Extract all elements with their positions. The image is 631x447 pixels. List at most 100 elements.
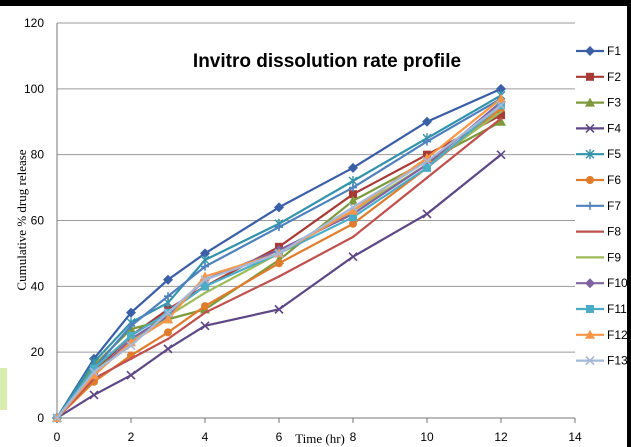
legend-swatch-marker <box>585 278 595 289</box>
legend-item: F3 <box>576 96 621 110</box>
y-tick-label: 100 <box>24 82 44 96</box>
data-point <box>127 321 135 330</box>
data-point <box>348 202 358 212</box>
x-tick-label: 10 <box>420 430 434 444</box>
legend-swatch-marker <box>585 123 595 133</box>
data-point <box>200 275 210 285</box>
data-point <box>200 248 210 259</box>
data-point <box>496 100 506 110</box>
legend-swatch-marker <box>586 305 594 313</box>
data-point <box>126 307 136 318</box>
chart-legend: F1 F2 F3 F4 F5 F6 F7 F8 F9 F10 F11 F12 F13 <box>576 44 627 368</box>
series-F13 <box>52 100 506 423</box>
legend-swatch-marker <box>585 356 595 366</box>
data-point <box>201 262 209 271</box>
data-point <box>422 156 432 166</box>
data-point <box>348 205 358 215</box>
data-point <box>422 209 432 219</box>
data-point <box>348 162 358 173</box>
data-point <box>200 321 210 331</box>
y-tick-label: 60 <box>31 214 45 228</box>
data-point <box>275 223 283 232</box>
data-point <box>126 370 136 380</box>
legend-item: F7 <box>576 199 621 213</box>
x-tick-label: 6 <box>276 430 283 444</box>
legend-label: F9 <box>607 250 621 264</box>
data-point <box>275 259 283 268</box>
x-tick-label: 0 <box>54 430 61 444</box>
data-point <box>348 195 358 205</box>
legend-swatch-marker <box>585 97 595 107</box>
legend-label: F10 <box>607 276 627 290</box>
x-tick-label: 14 <box>568 430 582 444</box>
data-point <box>163 314 173 324</box>
y-tick-label: 20 <box>31 345 45 359</box>
legend-item: F1 <box>576 44 621 58</box>
legend-item: F11 <box>576 302 627 316</box>
legend-swatch-marker <box>586 72 594 81</box>
legend-label: F11 <box>607 302 627 316</box>
legend-label: F6 <box>607 173 621 187</box>
data-point <box>497 111 505 120</box>
data-point <box>201 302 209 311</box>
y-tick-label: 40 <box>31 279 45 293</box>
legend-swatch-marker <box>586 201 594 210</box>
data-point <box>89 370 99 380</box>
series-F3 <box>52 116 506 422</box>
series-line <box>56 117 502 419</box>
series-line <box>56 120 502 419</box>
series-F8 <box>55 117 503 420</box>
legend-label: F7 <box>607 199 621 213</box>
data-point <box>52 413 62 423</box>
legend-item: F9 <box>576 250 621 264</box>
series-layer <box>52 83 506 423</box>
legend-item: F10 <box>576 276 627 290</box>
data-point <box>349 219 357 228</box>
data-point <box>127 331 135 340</box>
data-point <box>348 252 358 262</box>
legend-item: F8 <box>576 225 621 239</box>
data-point <box>496 150 506 160</box>
data-point <box>126 341 136 351</box>
legend-swatch-marker <box>586 176 594 184</box>
legend-item: F13 <box>576 354 627 368</box>
x-tick-label: 8 <box>350 430 357 444</box>
legend-label: F5 <box>607 147 621 161</box>
data-point <box>163 274 173 285</box>
y-tick-label: 80 <box>31 148 45 162</box>
data-point <box>423 163 431 172</box>
legend-label: F4 <box>607 121 621 135</box>
legend-swatch-marker <box>585 46 595 56</box>
data-point <box>422 116 432 127</box>
data-point <box>349 190 357 199</box>
x-axis-label: Time (hr) <box>295 431 345 446</box>
data-point <box>129 357 133 360</box>
data-point <box>277 275 281 278</box>
data-point <box>203 311 207 314</box>
legend-label: F3 <box>607 96 621 110</box>
y-tick-label: 120 <box>24 16 44 30</box>
legend-label: F2 <box>607 70 621 84</box>
series-F4 <box>52 150 506 423</box>
data-point <box>203 291 207 295</box>
legend-item: F5 <box>576 147 621 161</box>
legend-label: F13 <box>607 354 627 368</box>
data-point <box>499 110 503 114</box>
legend-item: F4 <box>576 121 621 135</box>
legend-label: F12 <box>607 328 627 342</box>
series-F1 <box>52 83 506 423</box>
legend-swatch-marker <box>585 149 595 160</box>
legend-label: F8 <box>607 225 621 239</box>
data-point <box>164 328 172 337</box>
data-point <box>351 235 355 239</box>
chart-title: Invitro dissolution rate profile <box>193 51 461 72</box>
data-point <box>163 344 173 354</box>
x-tick-label: 4 <box>202 430 209 444</box>
dissolution-line-chart: 0 20 40 60 80 100 120 0 2 4 6 8 10 12 14 Invitro disso… <box>14 16 627 446</box>
side-highlight-marker <box>0 368 7 410</box>
data-point <box>425 176 429 179</box>
data-point <box>274 202 284 213</box>
axes <box>56 23 576 423</box>
data-point <box>496 116 506 126</box>
